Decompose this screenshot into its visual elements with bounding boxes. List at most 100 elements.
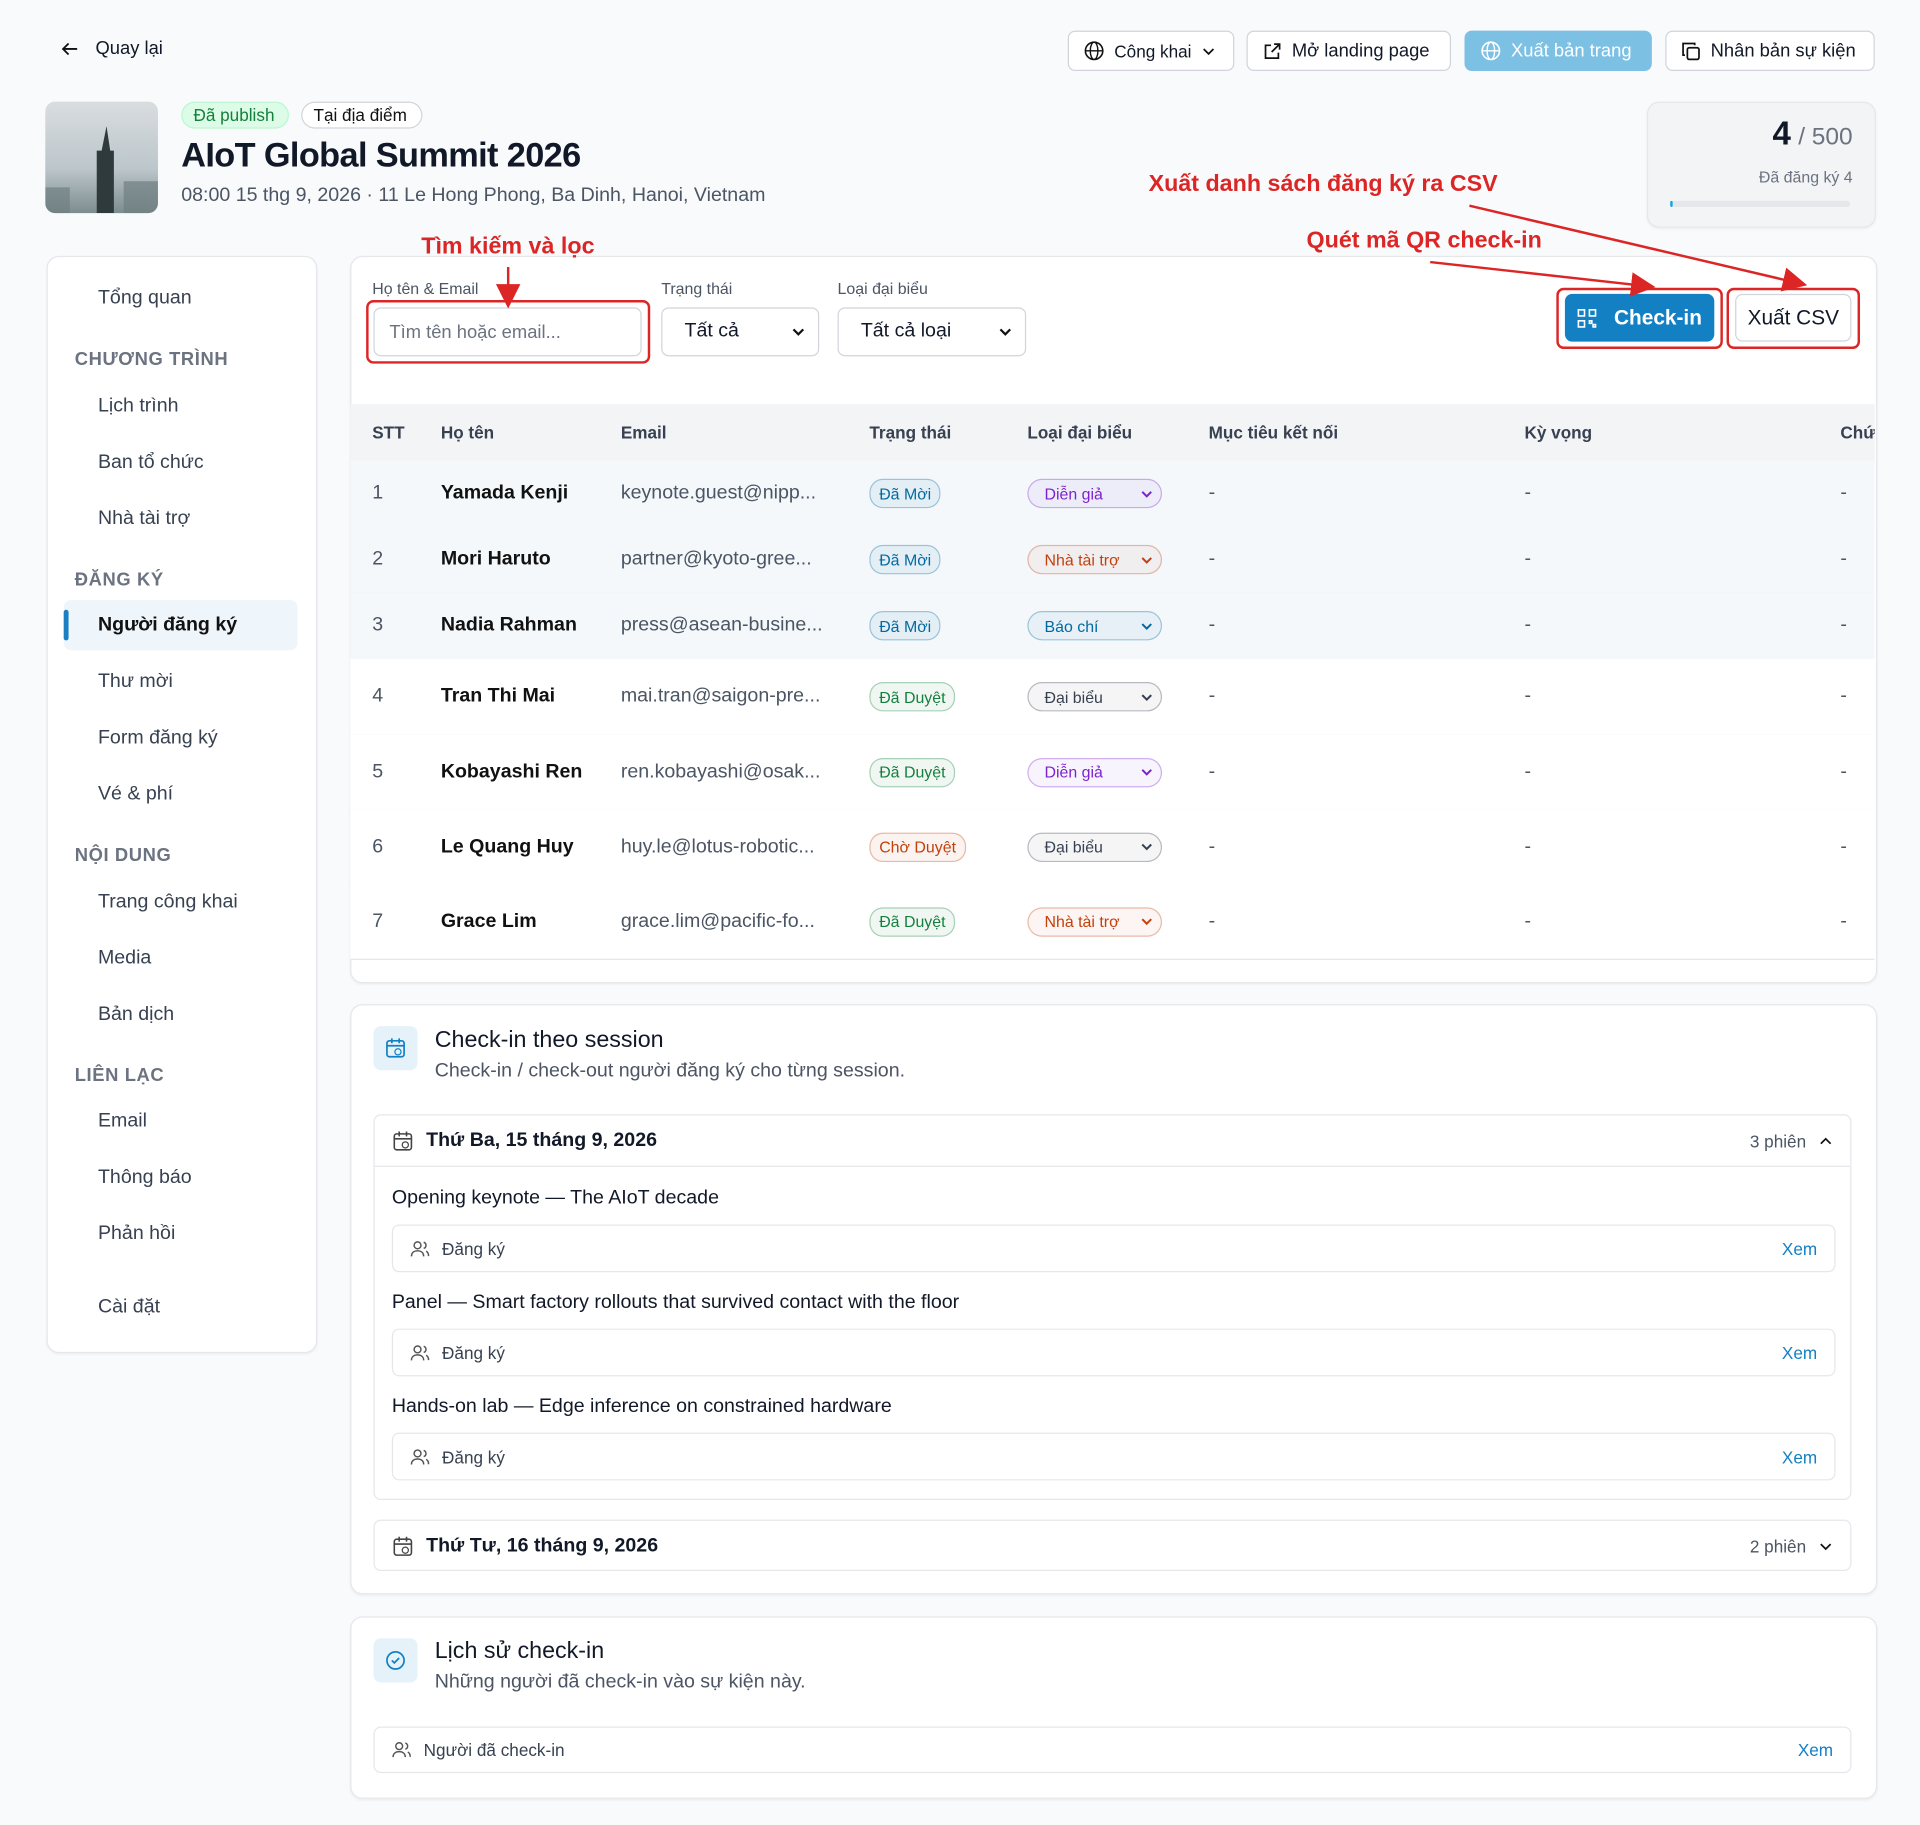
nav-item[interactable]: Tổng quan bbox=[97, 287, 192, 309]
globe-icon bbox=[1481, 41, 1501, 61]
location-badge: Tại địa điểm bbox=[301, 101, 423, 129]
type-select[interactable]: Báo chí bbox=[1027, 611, 1163, 641]
history-row[interactable]: Người đã check-in Xem bbox=[373, 1726, 1852, 1774]
annotation-arrows bbox=[495, 204, 1808, 309]
cell-value: - bbox=[1524, 482, 1532, 504]
view-link[interactable]: Xem bbox=[1781, 1446, 1818, 1467]
table-row[interactable]: 7 Grace Lim grace.lim@pacific-fo... Đã Duyệ… bbox=[350, 884, 1875, 961]
nav-item[interactable]: Nhà tài trợ bbox=[97, 508, 191, 529]
nav-item[interactable]: Form đăng ký bbox=[97, 727, 218, 749]
back-button[interactable]: Quay lại bbox=[61, 38, 163, 59]
chevron bbox=[999, 328, 1011, 336]
search-input[interactable]: Tìm tên hoặc email... bbox=[373, 307, 642, 357]
session-action: Đăng ký bbox=[442, 1446, 505, 1467]
nav-item[interactable]: Cài đặt bbox=[97, 1296, 161, 1318]
table-row[interactable]: 5 Kobayashi Ren ren.kobayashi@osak... Đã Du… bbox=[350, 734, 1875, 811]
visibility-dropdown[interactable]: Công khai bbox=[1067, 30, 1235, 72]
type-select[interactable]: Nhà tài trợ bbox=[1027, 544, 1163, 575]
status-select[interactable]: Tất cả bbox=[661, 307, 820, 357]
active-highlight bbox=[63, 600, 298, 651]
registrant-name: Mori Haruto bbox=[440, 548, 551, 570]
table-row[interactable]: 6 Le Quang Huy huy.le@lotus-robotic... Chờ … bbox=[350, 809, 1875, 886]
visibility-label: Công khai bbox=[1114, 41, 1192, 61]
nav-item[interactable]: Thông báo bbox=[97, 1166, 192, 1188]
session-count: 2 phiên bbox=[1749, 1536, 1807, 1557]
chevron bbox=[1140, 553, 1153, 566]
nav-item-active[interactable]: Người đăng ký bbox=[97, 614, 238, 636]
calendar-icon bbox=[392, 1130, 414, 1152]
view-link[interactable]: Xem bbox=[1797, 1740, 1834, 1760]
nav-item[interactable]: Phản hồi bbox=[97, 1223, 176, 1245]
publish-button[interactable]: Xuất bản trang bbox=[1464, 30, 1652, 72]
checkin-button[interactable]: Check-in bbox=[1564, 293, 1715, 342]
view-link[interactable]: Xem bbox=[1781, 1238, 1818, 1259]
cell-value: - bbox=[1208, 761, 1216, 782]
annotation-label: Xuất danh sách đăng ký ra CSV bbox=[1148, 171, 1498, 198]
type-select[interactable]: Tất cả loại bbox=[837, 307, 1027, 357]
registrant-email: grace.lim@pacific-fo... bbox=[620, 910, 815, 932]
session-title: Panel — Smart factory rollouts that surv… bbox=[391, 1291, 960, 1313]
cell-value: - bbox=[1524, 761, 1532, 782]
day-header[interactable]: Thứ Ba, 15 tháng 9, 2026 3 phiên bbox=[374, 1116, 1851, 1167]
annotation-label: Quét mã QR check-in bbox=[1306, 227, 1542, 254]
session-count: 3 phiên bbox=[1749, 1130, 1807, 1151]
nav-item[interactable]: Ban tổ chức bbox=[97, 451, 204, 473]
event-meta: 08:00 15 thg 9, 2026 · 11 Le Hong Phong,… bbox=[181, 184, 766, 206]
registrant-email: ren.kobayashi@osak... bbox=[620, 761, 821, 782]
table-row[interactable]: 3 Nadia Rahman press@asean-busine... Đã Mời… bbox=[350, 592, 1875, 661]
status-badge: Đã publish bbox=[181, 101, 289, 129]
type-select[interactable]: Diễn giả bbox=[1027, 757, 1163, 787]
cell-value: - bbox=[1524, 685, 1532, 707]
cell-value: - bbox=[1208, 910, 1216, 932]
filter-label: Trạng thái bbox=[661, 279, 733, 298]
globe-icon bbox=[1084, 41, 1104, 61]
progress-fill bbox=[1670, 200, 1673, 207]
open-landing-button[interactable]: Mở landing page bbox=[1246, 30, 1452, 72]
chevron bbox=[1140, 487, 1153, 500]
table-row[interactable]: 2 Mori Haruto partner@kyoto-gree... Đã Mời N… bbox=[350, 526, 1875, 594]
table-row[interactable]: 1 Yamada Kenji keynote.guest@nipp... Đã Mời… bbox=[350, 460, 1875, 528]
column-header: Mục tiêu kết nối bbox=[1208, 422, 1339, 443]
registrant-email: partner@kyoto-gree... bbox=[620, 548, 812, 570]
calendar-icon bbox=[373, 1026, 418, 1071]
cell-value: - bbox=[1524, 835, 1532, 857]
section-subtitle: Những người đã check-in vào sự kiện này. bbox=[434, 1671, 806, 1693]
type-value: Diễn giả bbox=[1044, 484, 1103, 503]
section-title: Check-in theo session bbox=[434, 1027, 664, 1054]
day-label: Thứ Ba, 15 tháng 9, 2026 bbox=[426, 1129, 658, 1151]
select-value: Tất cả loại bbox=[860, 320, 952, 342]
nav-item[interactable]: Bản dịch bbox=[97, 1004, 175, 1025]
export-csv-button[interactable]: Xuất CSV bbox=[1735, 293, 1852, 342]
status-pill: Đã Duyệt bbox=[869, 757, 956, 787]
registrant-name: Grace Lim bbox=[440, 910, 537, 932]
view-link[interactable]: Xem bbox=[1781, 1342, 1818, 1363]
nav-item[interactable]: Email bbox=[97, 1110, 147, 1132]
event-cover-image bbox=[45, 101, 158, 214]
session-row[interactable]: Đăng ký Xem bbox=[391, 1224, 1836, 1273]
nav-item[interactable]: Lịch trình bbox=[97, 395, 179, 417]
nav-item[interactable]: Thư mời bbox=[97, 671, 173, 692]
cell-value: - bbox=[1840, 761, 1847, 782]
type-value: Đại biểu bbox=[1044, 837, 1103, 856]
day-header[interactable]: Thứ Tư, 16 tháng 9, 2026 2 phiên bbox=[375, 1521, 1851, 1572]
day-label: Thứ Tư, 16 tháng 9, 2026 bbox=[426, 1535, 659, 1557]
session-row[interactable]: Đăng ký Xem bbox=[391, 1328, 1836, 1377]
type-select[interactable]: Đại biểu bbox=[1027, 682, 1163, 712]
active-indicator bbox=[63, 609, 69, 641]
session-row[interactable]: Đăng ký Xem bbox=[391, 1432, 1836, 1481]
users-icon bbox=[410, 1343, 430, 1363]
row-index: 2 bbox=[372, 548, 384, 570]
type-select[interactable]: Đại biểu bbox=[1027, 832, 1163, 862]
nav-item[interactable]: Media bbox=[97, 947, 152, 969]
column-header: STT bbox=[372, 422, 405, 443]
duplicate-button[interactable]: Nhân bản sự kiện bbox=[1665, 30, 1875, 72]
type-select[interactable]: Nhà tài trợ bbox=[1027, 906, 1163, 937]
column-header: Chứ bbox=[1840, 422, 1875, 443]
cell-value: - bbox=[1524, 548, 1532, 570]
table-row[interactable]: 4 Tran Thi Mai mai.tran@saigon-pre... Đã Du… bbox=[350, 658, 1875, 736]
nav-item[interactable]: Trang công khai bbox=[97, 891, 238, 913]
nav-item[interactable]: Vé & phí bbox=[97, 783, 174, 805]
chevron bbox=[1140, 619, 1153, 632]
type-select[interactable]: Diễn giả bbox=[1027, 478, 1163, 509]
